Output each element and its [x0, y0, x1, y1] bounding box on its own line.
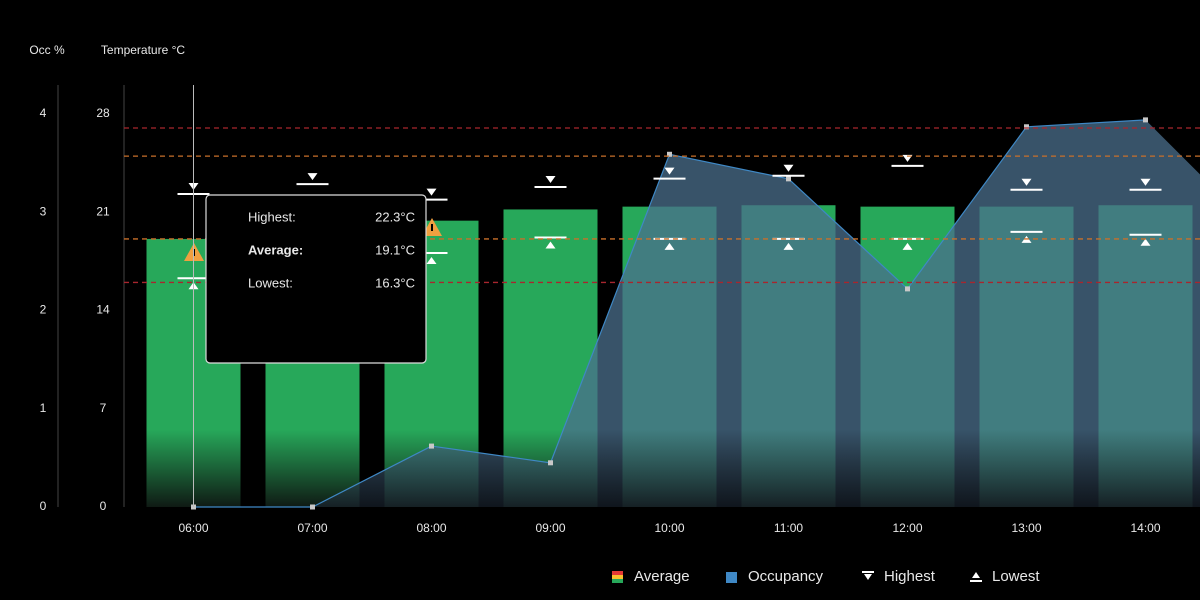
legend-swatch	[612, 571, 623, 575]
legend-swatch	[612, 579, 623, 583]
highest-marker	[1129, 178, 1162, 191]
x-tick-label: 10:00	[654, 521, 684, 535]
legend-label: Average	[634, 568, 690, 585]
legend-label: Occupancy	[748, 568, 824, 585]
y-tick-label: 7	[100, 401, 107, 415]
y2-tick-label: 3	[40, 204, 47, 218]
highest-triangle	[664, 167, 675, 175]
highest-triangle	[783, 164, 794, 172]
highest-triangle	[307, 173, 318, 181]
tooltip-box	[205, 194, 427, 364]
legend-label: Highest	[884, 568, 936, 585]
y2-tick-label: 2	[40, 303, 47, 317]
legend-swatch	[612, 575, 623, 579]
lowest-triangle	[664, 242, 675, 250]
highest-triangle	[545, 175, 556, 183]
occupancy-point	[1143, 117, 1148, 123]
legend-swatch	[972, 572, 980, 578]
highest-triangle	[1140, 178, 1151, 186]
occupancy-point	[786, 176, 791, 182]
legend-swatch	[864, 574, 872, 580]
lowest-triangle	[545, 241, 556, 249]
lowest-triangle	[426, 256, 437, 264]
lowest-triangle	[783, 242, 794, 250]
highest-marker	[1010, 178, 1043, 191]
y-axis-label: Temperature °C	[101, 43, 185, 57]
y-tick-label: 21	[96, 204, 110, 218]
y2-axis-label: Occ %	[29, 43, 65, 57]
tooltip-label: Lowest:	[248, 275, 293, 290]
y-tick-label: 14	[96, 303, 110, 317]
y2-tick-label: 1	[40, 401, 47, 415]
occupancy-point	[1024, 124, 1029, 130]
highest-marker	[653, 167, 686, 180]
x-tick-label: 11:00	[774, 521, 803, 535]
x-tick-label: 07:00	[297, 521, 327, 535]
x-tick-label: 13:00	[1011, 521, 1041, 535]
y2-tick-label: 4	[40, 106, 47, 120]
tooltip-value: 16.3°C	[375, 275, 415, 290]
tooltip-value: 22.3°C	[375, 209, 415, 224]
warning-mark	[431, 224, 433, 231]
lowest-marker	[534, 236, 567, 249]
legend-swatch	[726, 572, 737, 583]
lowest-triangle	[902, 242, 913, 250]
x-tick-label: 09:00	[535, 521, 565, 535]
tooltip-label: Average:	[248, 242, 303, 257]
x-tick-label: 06:00	[178, 521, 208, 535]
occupancy-point	[310, 504, 315, 510]
highest-marker	[772, 164, 805, 177]
x-tick-label: 08:00	[416, 521, 446, 535]
legend-label: Lowest	[992, 568, 1040, 585]
occupancy-point	[667, 151, 672, 157]
tooltip-label: Highest:	[248, 209, 296, 224]
occupancy-point	[905, 286, 910, 292]
tooltip-value: 19.1°C	[375, 242, 415, 257]
highest-triangle	[1021, 178, 1032, 186]
highest-marker	[296, 173, 329, 186]
highest-marker	[534, 175, 567, 188]
y2-tick-label: 0	[40, 499, 47, 513]
occupancy-point	[548, 460, 553, 466]
lowest-marker	[1129, 233, 1162, 246]
y-tick-label: 28	[96, 106, 110, 120]
occupancy-area	[193, 119, 1200, 507]
x-tick-label: 14:00	[1130, 521, 1160, 535]
y-tick-label: 0	[100, 499, 107, 513]
occupancy-point	[429, 443, 434, 449]
highest-triangle	[426, 188, 437, 196]
lowest-triangle	[1140, 238, 1151, 246]
x-tick-label: 12:00	[892, 521, 922, 535]
